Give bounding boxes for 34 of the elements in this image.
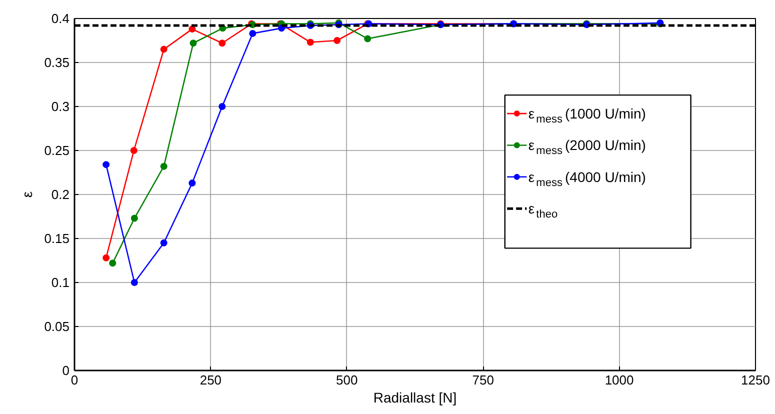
point <box>364 35 372 42</box>
x-tick-label: 750 <box>472 372 494 388</box>
point <box>306 38 314 46</box>
x-tick-label: 1000 <box>604 372 634 388</box>
point <box>130 147 138 154</box>
y-tick-label: 0.4 <box>51 11 70 26</box>
point <box>160 162 168 170</box>
point <box>109 260 116 267</box>
x-axis-title: Radiallast [N] <box>373 390 457 406</box>
point <box>218 103 226 110</box>
y-tick-label: 0.35 <box>44 55 70 70</box>
y-tick-label: 0.05 <box>44 319 70 334</box>
y-tick-label: 0.15 <box>44 231 70 246</box>
point <box>188 26 196 33</box>
point <box>249 30 256 37</box>
y-axis-title: ε <box>19 191 36 198</box>
point <box>102 161 110 168</box>
point <box>102 254 110 262</box>
point <box>160 46 168 53</box>
point <box>334 37 341 44</box>
y-tick-label: 0.25 <box>44 143 70 158</box>
x-tick-label: 250 <box>200 372 222 388</box>
y-tick-label: 0.1 <box>51 275 70 290</box>
y-tick-label: 0.3 <box>51 99 70 114</box>
x-tick-label: 1250 <box>741 372 770 388</box>
point <box>218 40 226 47</box>
point <box>190 40 197 47</box>
point <box>160 239 168 246</box>
y-tick-label: 0 <box>62 363 70 378</box>
point <box>130 214 138 222</box>
y-tick-label: 0.2 <box>51 187 70 202</box>
point <box>130 279 138 286</box>
x-tick-label: 500 <box>336 372 358 388</box>
point <box>188 180 196 187</box>
